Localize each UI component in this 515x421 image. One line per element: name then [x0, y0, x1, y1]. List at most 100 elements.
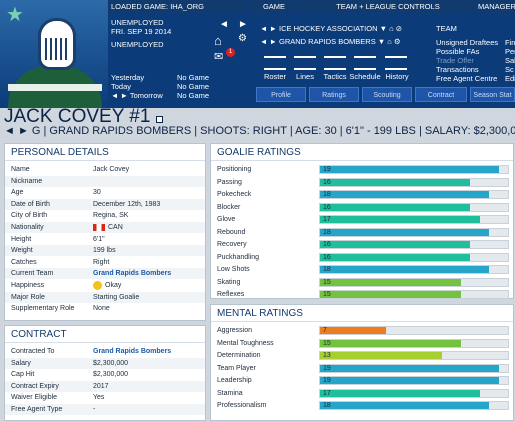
tool-history[interactable]: History	[385, 72, 409, 81]
rating-value: 13	[323, 352, 331, 359]
home-icon[interactable]: ⌂	[214, 33, 222, 48]
history-icon[interactable]	[385, 56, 407, 70]
rating-bar: 15	[319, 277, 509, 287]
rating-bar: 16	[319, 252, 509, 262]
schedule-tomorrow-value: No Game	[177, 91, 210, 100]
rating-bar: 15	[319, 338, 509, 348]
manager-tab[interactable]: MANAGER	[478, 0, 515, 14]
menu-transactions[interactable]: Transactions	[436, 65, 479, 74]
menu-scouting[interactable]: Sc	[505, 65, 514, 74]
settings-icon[interactable]: ⚙	[238, 33, 247, 44]
tab-ratings[interactable]: Ratings	[309, 87, 359, 102]
detail-value: 199 lbs	[93, 247, 116, 255]
menu-personal[interactable]: Per	[505, 47, 515, 56]
rating-bar-fill	[320, 266, 490, 273]
detail-label: Date of Birth	[11, 200, 50, 208]
rating-row: Team Player 19	[211, 363, 513, 374]
rating-bar-fill	[320, 253, 471, 261]
rating-label: Positioning	[217, 166, 252, 173]
rating-value: 15	[323, 278, 331, 286]
detail-value: 2017	[93, 382, 109, 390]
rating-row: Aggression 7	[211, 325, 513, 336]
roster-icon[interactable]	[264, 56, 286, 70]
rating-bar-fill	[320, 291, 461, 298]
menu-edit[interactable]: Edi	[505, 74, 515, 83]
rating-bar: 19	[319, 376, 509, 385]
rating-bar-fill	[320, 402, 490, 409]
rating-label: Low Shots	[217, 266, 250, 273]
tactics-icon[interactable]	[324, 56, 346, 70]
lines-icon[interactable]	[294, 56, 316, 70]
rating-bar-fill	[320, 377, 499, 384]
tab-scouting[interactable]: Scouting	[362, 87, 412, 102]
schedule-today-value: No Game	[177, 82, 210, 91]
detail-row: Major Role Starting Goalie	[5, 291, 205, 303]
detail-value[interactable]: Grand Rapids Bombers	[93, 348, 172, 355]
menu-possible-fas[interactable]: Possible FAs	[436, 47, 480, 56]
rating-label: Professionalism	[217, 402, 267, 409]
detail-label: Free Agent Type	[11, 406, 63, 413]
team-league-controls[interactable]: TEAM + LEAGUE CONTROLS	[300, 0, 476, 14]
employment-status: UNEMPLOYED	[111, 40, 164, 49]
rating-value: 16	[323, 253, 331, 261]
rating-row: Passing 16	[211, 177, 513, 188]
rating-value: 18	[323, 228, 331, 236]
rating-bar: 19	[319, 165, 509, 174]
edit-icon[interactable]	[156, 116, 163, 123]
detail-row: Weight 199 lbs	[5, 245, 205, 257]
menu-finances[interactable]: Fin	[505, 38, 515, 47]
tool-lines[interactable]: Lines	[296, 72, 314, 81]
menu-free-agent-centre[interactable]: Free Agent Centre	[436, 74, 498, 83]
schedule-tomorrow-label: ◄ ► Tomorrow	[111, 91, 163, 100]
mail-icon[interactable]: ✉	[214, 51, 224, 63]
rating-bar: 7	[319, 326, 509, 335]
goalie-ratings-panel: GOALIE RATINGS Positioning 19 Passing 16 Pok…	[210, 143, 514, 299]
detail-label: Catches	[11, 258, 37, 266]
schedule-icon[interactable]	[354, 56, 376, 70]
detail-row: Cap Hit $2,300,000	[5, 369, 205, 380]
detail-row: Happiness Okay	[5, 280, 205, 291]
detail-label: Age	[11, 189, 24, 197]
detail-label: Current Team	[11, 270, 54, 278]
detail-label: Name	[11, 166, 30, 173]
prev-arrow-icon[interactable]: ◄	[219, 19, 229, 30]
schedule-yesterday-value: No Game	[177, 73, 210, 82]
detail-value[interactable]: Grand Rapids Bombers	[93, 270, 172, 278]
rating-bar: 18	[319, 265, 509, 274]
rating-bar-fill	[320, 352, 443, 359]
game-tab[interactable]: GAME	[250, 0, 298, 14]
tool-tactics[interactable]: Tactics	[323, 72, 347, 81]
tab-profile[interactable]: Profile	[256, 87, 306, 102]
rating-value: 16	[323, 203, 331, 211]
detail-row: Waiver Eligible Yes	[5, 392, 205, 403]
league-selector[interactable]: ◄ ► ICE HOCKEY ASSOCIATION ▼ ⌂ ⊘	[260, 24, 403, 33]
rating-value: 15	[323, 339, 331, 347]
detail-label: Weight	[11, 247, 33, 255]
menu-salary[interactable]: Sal	[505, 56, 515, 65]
rating-value: 7	[323, 327, 327, 334]
rating-bar: 16	[319, 177, 509, 187]
detail-value: CAN	[93, 222, 123, 233]
detail-value: Regina, SK	[93, 212, 129, 220]
team-selector[interactable]: ◄ ► GRAND RAPIDS BOMBERS ▼ ⌂ ⚙	[260, 37, 401, 46]
panel-title: MENTAL RATINGS	[211, 305, 513, 322]
detail-row: Age 30	[5, 187, 205, 198]
menu-unsigned-draftees[interactable]: Unsigned Draftees	[436, 38, 499, 47]
tab-season-stats[interactable]: Season Stat	[470, 87, 515, 102]
rating-label: Skating	[217, 278, 241, 286]
detail-value: December 12th, 1983	[93, 200, 161, 208]
panel-title: CONTRACT	[5, 326, 205, 343]
rating-row: Determination 13	[211, 350, 513, 361]
menu-trade-offer[interactable]: Trade Offer	[436, 56, 474, 65]
rating-row: Low Shots 18	[211, 264, 513, 275]
next-arrow-icon[interactable]: ►	[238, 19, 248, 30]
rating-bar-fill	[320, 216, 480, 223]
tool-schedule[interactable]: Schedule	[349, 72, 381, 81]
rating-value: 18	[323, 402, 331, 409]
tab-contract[interactable]: Contract	[415, 87, 467, 102]
rating-row: Blocker 16	[211, 202, 513, 213]
rating-bar-fill	[320, 166, 499, 173]
tool-roster[interactable]: Roster	[263, 72, 287, 81]
rating-bar-fill	[320, 178, 471, 186]
player-summary: ◄ ► G | GRAND RAPIDS BOMBERS | SHOOTS: R…	[4, 125, 515, 137]
